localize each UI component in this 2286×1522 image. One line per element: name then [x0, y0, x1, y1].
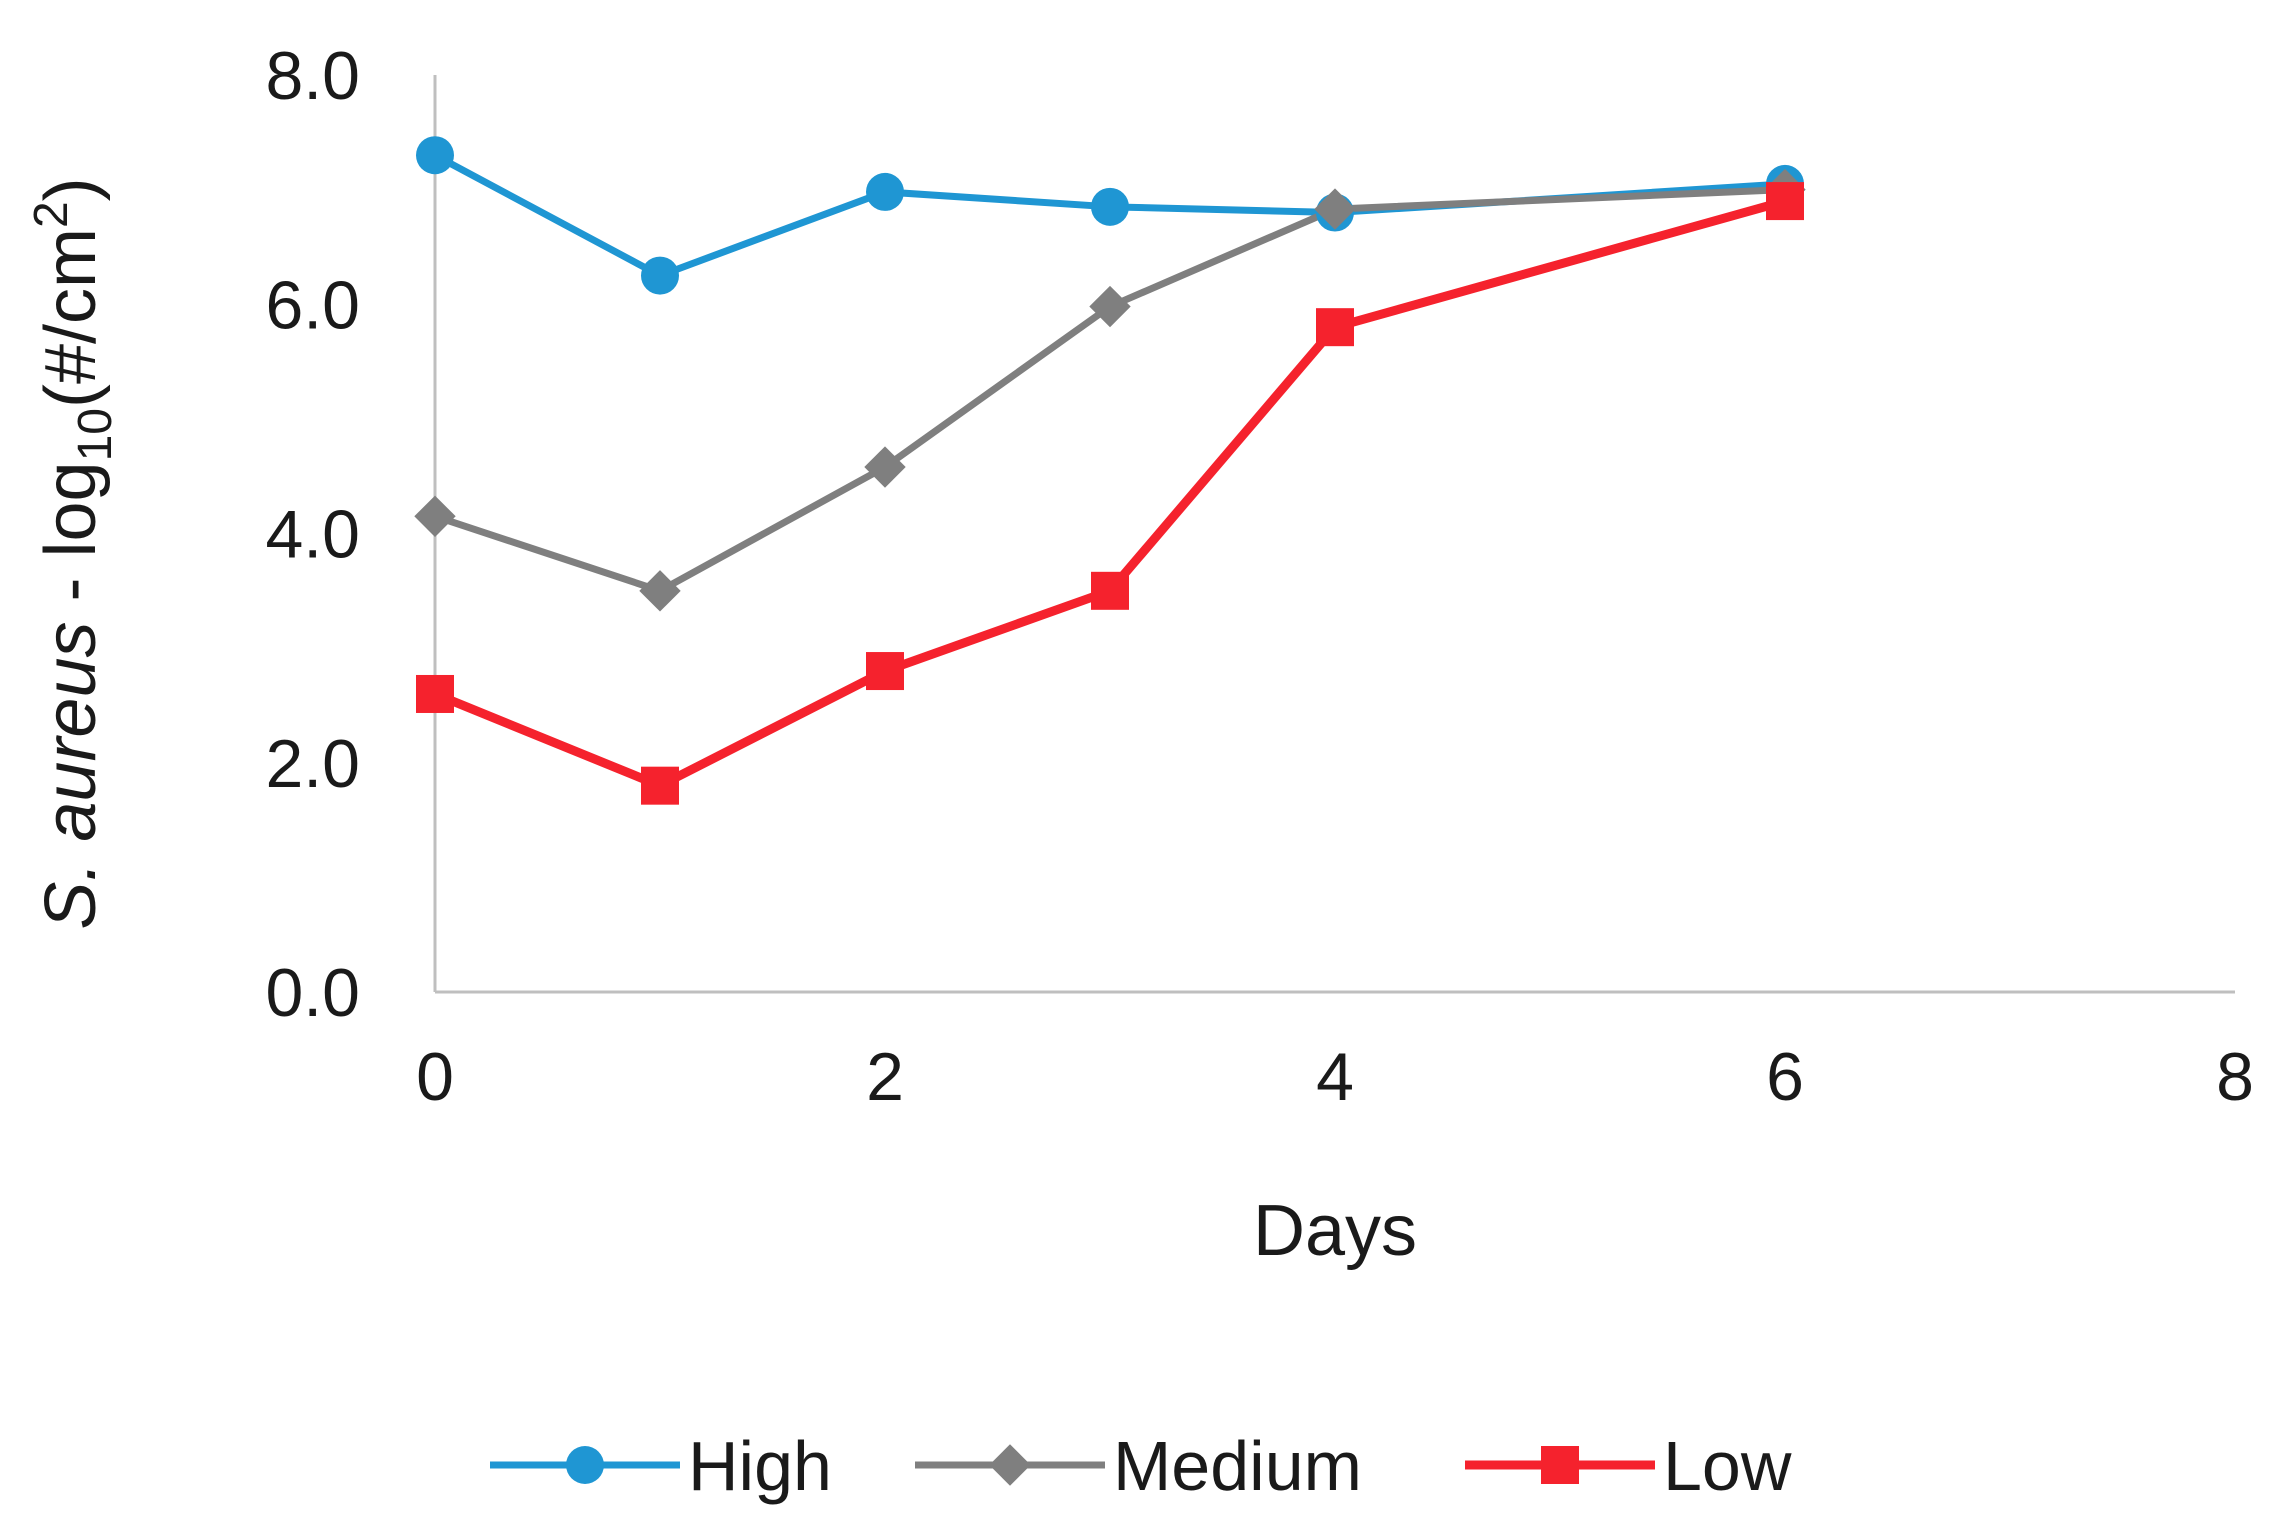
data-point-low — [1766, 182, 1804, 221]
legend-swatch-marker — [989, 1444, 1031, 1486]
data-point-high — [866, 172, 904, 211]
x-axis-title: Days — [1253, 1191, 1417, 1271]
data-point-medium — [414, 495, 456, 538]
legend-label: Medium — [1113, 1427, 1362, 1505]
series-line-medium — [431, 186, 1789, 595]
legend-item-medium: Medium — [915, 1427, 1362, 1505]
legend-item-low: Low — [1465, 1427, 1792, 1505]
y-tick-label: 0.0 — [265, 955, 360, 1031]
y-axis-title-subscript: 10 — [69, 408, 122, 461]
legend-label: Low — [1663, 1427, 1792, 1505]
legend-swatch-marker — [566, 1446, 604, 1484]
data-point-low — [866, 652, 904, 691]
series-markers — [414, 136, 1806, 805]
data-point-medium — [864, 446, 906, 488]
y-axis-title-unit: (#/cm — [31, 228, 111, 408]
data-point-high — [1091, 187, 1129, 226]
data-point-low — [416, 674, 454, 713]
y-tick-label: 6.0 — [265, 267, 360, 343]
legend-swatch-marker — [1541, 1446, 1579, 1484]
x-tick-label: 0 — [416, 1039, 454, 1115]
series-line-low — [430, 196, 1790, 791]
x-tick-label: 2 — [866, 1039, 904, 1115]
data-point-high — [641, 256, 679, 295]
x-tick-label: 8 — [2216, 1039, 2254, 1115]
data-point-low — [641, 766, 679, 805]
y-tick-label: 2.0 — [265, 726, 360, 802]
legend-label: High — [688, 1427, 832, 1505]
data-point-medium — [1314, 188, 1356, 230]
y-tick-label: 8.0 — [265, 38, 360, 114]
legend: High Medium Low — [490, 1427, 1792, 1505]
data-point-low — [1091, 571, 1129, 610]
data-point-medium — [639, 570, 681, 612]
y-axis-title-italic: S. aureus — [31, 621, 111, 929]
x-tick-label: 4 — [1316, 1039, 1354, 1115]
y-axis-title: S. aureus - log10(#/cm2) — [25, 177, 122, 929]
data-point-low — [1316, 308, 1354, 347]
series-lines — [430, 151, 1790, 791]
data-point-high — [416, 136, 454, 175]
y-tick-label: 4.0 — [265, 497, 360, 573]
data-point-medium — [1089, 285, 1131, 328]
x-tick-label: 6 — [1766, 1039, 1804, 1115]
y-axis-title-text: - log — [31, 461, 111, 621]
y-axis-title-superscript: 2 — [25, 201, 78, 228]
y-axis-title-unit-end: ) — [31, 177, 111, 201]
axis-labels: 0.0 2.0 4.0 6.0 8.0 0 2 4 6 8 Days S. aureus - log1… — [25, 38, 2254, 1271]
legend-item-high: High — [490, 1427, 832, 1505]
